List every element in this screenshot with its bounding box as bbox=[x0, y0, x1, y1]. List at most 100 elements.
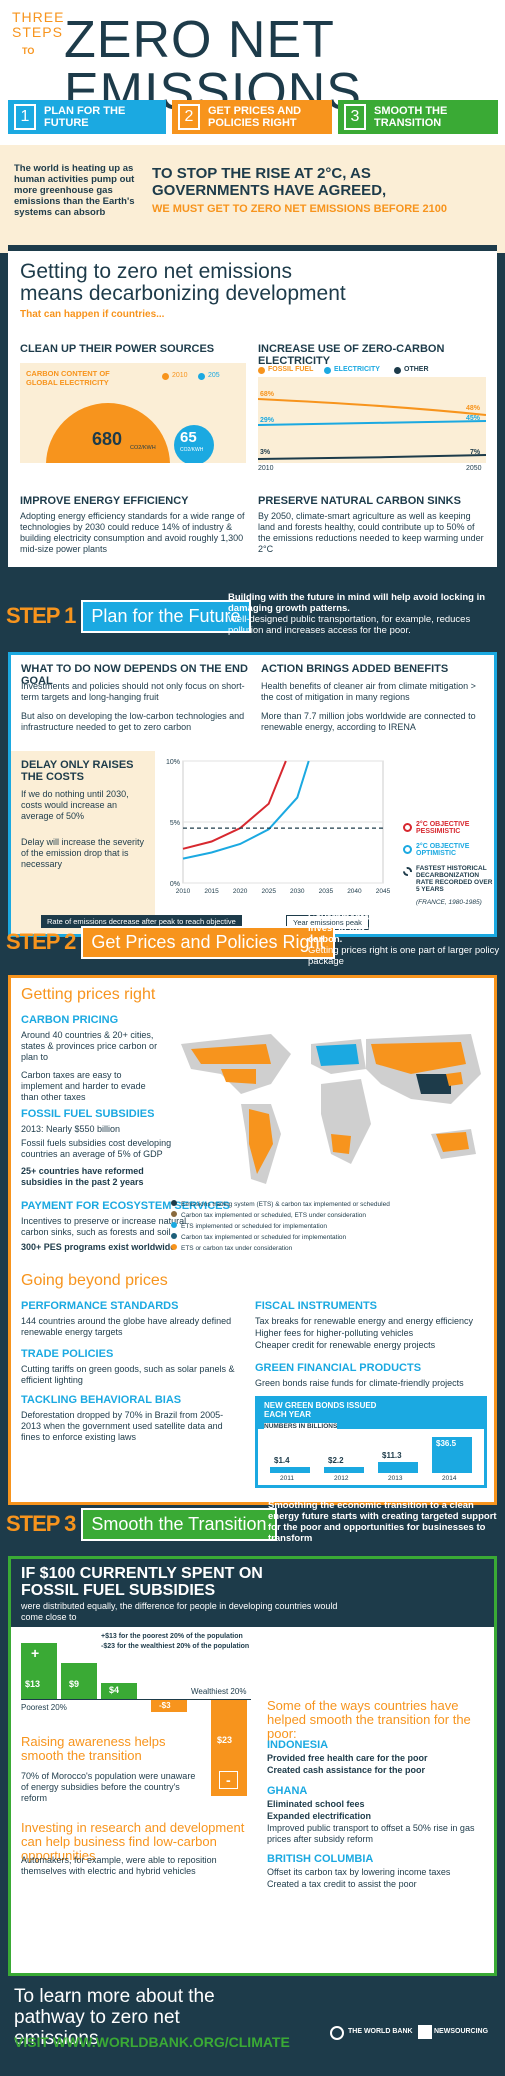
bond-bar bbox=[270, 1467, 310, 1473]
step3-desc: Smoothing the economic transition to a c… bbox=[268, 1500, 497, 1544]
world-bank-label: THE WORLD BANK bbox=[348, 2028, 413, 2035]
legend-pess-dot bbox=[403, 823, 412, 832]
fiscal-p2: Higher fees for higher-polluting vehicle… bbox=[255, 1328, 414, 1338]
map-legend-item: Carbon tax implemented or scheduled for … bbox=[171, 1233, 491, 1241]
fossil-subsidies-p1: 2013: Nearly $550 billion bbox=[21, 1124, 121, 1134]
step2-desc: Getting prices right is one part of larg… bbox=[308, 945, 500, 967]
newsourcing-label: NEWSOURCING bbox=[434, 2028, 489, 2035]
carbon-2050-unit: CO2/KWH bbox=[180, 447, 204, 453]
other-2050-label: 7% bbox=[470, 449, 481, 456]
bond-bar bbox=[378, 1461, 418, 1473]
zero-carbon-lines bbox=[258, 377, 486, 463]
map-legend-item: Emissions trading system (ETS) & carbon … bbox=[171, 1200, 491, 1208]
bond-bar bbox=[432, 1437, 472, 1473]
bar-fourth bbox=[151, 1700, 187, 1712]
step2-label: STEP 2 bbox=[6, 929, 76, 954]
carbon-2010-unit: CO2/KWH bbox=[130, 445, 156, 451]
delay-title: DELAY ONLY RAISES THE COSTS bbox=[21, 759, 134, 783]
tab-number: 1 bbox=[14, 104, 36, 130]
green-financial-p: Green bonds raise funds for climate-frie… bbox=[255, 1378, 464, 1388]
bc-title: BRITISH COLUMBIA bbox=[267, 1853, 374, 1865]
end-goal-p1: Investments and policies should not only… bbox=[21, 681, 245, 702]
newsourcing-logo bbox=[418, 2025, 432, 2039]
performance-title: PERFORMANCE STANDARDS bbox=[21, 1300, 179, 1312]
bar-plus-icon: + bbox=[31, 1645, 40, 1661]
bar-minus3-label: -$3 bbox=[159, 1701, 171, 1710]
bond-bar bbox=[324, 1467, 364, 1473]
delay-p2: Delay will increase the severity of the … bbox=[21, 837, 145, 869]
year-2010-label: 2010 bbox=[258, 465, 274, 472]
bar-poorest bbox=[21, 1643, 57, 1699]
trade-title: TRADE POLICIES bbox=[21, 1348, 114, 1360]
bond-value-label: $36.5 bbox=[436, 1439, 457, 1448]
ghana-title: GHANA bbox=[267, 1785, 308, 1797]
end-goal-title: WHAT TO DO NOW DEPENDS ON THE END GOAL bbox=[21, 663, 248, 687]
legend-opt-dot bbox=[403, 845, 412, 854]
fossil-subsidies-p2: Fossil fuels subsidies cost developing c… bbox=[21, 1138, 172, 1159]
y-tick-label: 10% bbox=[166, 759, 180, 766]
fiscal-p3: Cheaper credit for renewable energy proj… bbox=[255, 1340, 436, 1350]
subsidy-note-2: -$23 for the wealthiest 20% of the popul… bbox=[101, 1643, 250, 1650]
step2-box: Get Prices and Policies Right bbox=[81, 925, 335, 959]
carbon-2050-circle bbox=[174, 425, 214, 463]
tab-smooth-transition[interactable]: 3 SMOOTH THE TRANSITION bbox=[338, 100, 498, 134]
x-tick-label: 2045 bbox=[376, 888, 391, 895]
tab-prices-policies[interactable]: 2 GET PRICES AND POLICIES RIGHT bbox=[172, 100, 332, 134]
carbon-pricing-title: CARBON PRICING bbox=[21, 1014, 119, 1026]
fossil-line bbox=[258, 398, 486, 416]
indonesia-p1: Provided free health care for the poor bbox=[267, 1753, 428, 1763]
bond-year-label: 2012 bbox=[334, 1475, 349, 1482]
world-bank-logo bbox=[330, 2026, 344, 2040]
map-legend-label: Carbon tax implemented or scheduled, ETS… bbox=[181, 1212, 366, 1219]
x-tick-label: 2010 bbox=[176, 888, 191, 895]
map-legend: Emissions trading system (ETS) & carbon … bbox=[171, 1200, 491, 1255]
step3-header: STEP 3 Smooth the Transition bbox=[0, 1500, 277, 1548]
pes-title: PAYMENT FOR ECOSYSTEM SERVICES bbox=[21, 1200, 230, 1212]
ghana-p1: Eliminated school fees bbox=[267, 1799, 365, 1809]
footer-visit-link[interactable]: VISIT WWW.WORLDBANK.ORG/CLIMATE bbox=[14, 2034, 290, 2050]
x-tick-label: 2015 bbox=[204, 888, 219, 895]
tab-label: PLAN FOR THE FUTURE bbox=[44, 105, 126, 129]
tab-number: 2 bbox=[178, 104, 200, 130]
legend-electricity-dot bbox=[324, 367, 331, 374]
subsidy-headline: IF $100 CURRENTLY SPENT ON FOSSIL FUEL S… bbox=[21, 1565, 263, 1599]
bar-4-label: $4 bbox=[109, 1685, 120, 1695]
step1-label: STEP 1 bbox=[6, 603, 76, 628]
legend-other-dot bbox=[394, 367, 401, 374]
behavioral-p: Deforestation dropped by 70% in Brazil f… bbox=[21, 1410, 224, 1442]
legend-pess-label: 2°C OBJECTIVE PESSIMISTIC bbox=[416, 821, 470, 835]
bond-value-label: $1.4 bbox=[274, 1456, 290, 1465]
fossil-subsidies-title: FOSSIL FUEL SUBSIDIES bbox=[21, 1108, 155, 1120]
intro-band: The world is heating up as human activit… bbox=[0, 145, 505, 253]
legend-fossil-label: FOSSIL FUEL bbox=[268, 366, 314, 373]
end-goal-p2: But also on developing the low-carbon te… bbox=[21, 711, 245, 732]
legend-electricity-label: ELECTRICITY bbox=[334, 366, 380, 373]
map-legend-label: ETS implemented or scheduled for impleme… bbox=[181, 1223, 327, 1230]
legend-205-dot bbox=[198, 373, 205, 380]
bar-23-label: $23 bbox=[217, 1735, 233, 1745]
efficiency-title: IMPROVE ENERGY EFFICIENCY bbox=[20, 495, 189, 507]
efficiency-text: Adopting energy efficiency standards for… bbox=[20, 511, 245, 554]
ways-title: Some of the ways countries have helped s… bbox=[267, 1698, 471, 1741]
footer-learn: To learn more about the pathway to zero … bbox=[14, 1986, 215, 2049]
step3-card: IF $100 CURRENTLY SPENT ON FOSSIL FUEL S… bbox=[8, 1556, 497, 1976]
green-bonds-title: NEW GREEN BONDS ISSUED EACH YEAR bbox=[264, 1401, 377, 1419]
x-tick-label: 2030 bbox=[290, 888, 305, 895]
ghana-p2: Expanded electrification bbox=[267, 1811, 372, 1821]
carbon-content-label: CARBON CONTENT OF GLOBAL ELECTRICITY bbox=[26, 369, 110, 387]
bond-year-label: 2013 bbox=[388, 1475, 403, 1482]
fiscal-p1: Tax breaks for renewable energy and ener… bbox=[255, 1316, 473, 1326]
indonesia-title: INDONESIA bbox=[267, 1739, 329, 1751]
x-tick-label: 2020 bbox=[233, 888, 248, 895]
legend-opt-label: 2°C OBJECTIVE OPTIMISTIC bbox=[416, 843, 470, 857]
green-bonds-box: NEW GREEN BONDS ISSUED EACH YEAR NUMBERS… bbox=[255, 1396, 487, 1488]
other-2010-label: 3% bbox=[260, 449, 271, 456]
page-title: ZERO NET EMISSIONS bbox=[64, 11, 362, 121]
zero-carbon-title: INCREASE USE OF ZERO-CARBON ELECTRICITY bbox=[258, 343, 445, 367]
tab-plan-future[interactable]: 1 PLAN FOR THE FUTURE bbox=[8, 100, 166, 134]
elec-2050-label: 45% bbox=[466, 415, 481, 422]
green-bonds-sub: NUMBERS IN BILLIONS bbox=[264, 1423, 338, 1430]
pes-p2: 300+ PES programs exist worldwide bbox=[21, 1242, 176, 1252]
map-legend-swatch bbox=[171, 1222, 177, 1228]
